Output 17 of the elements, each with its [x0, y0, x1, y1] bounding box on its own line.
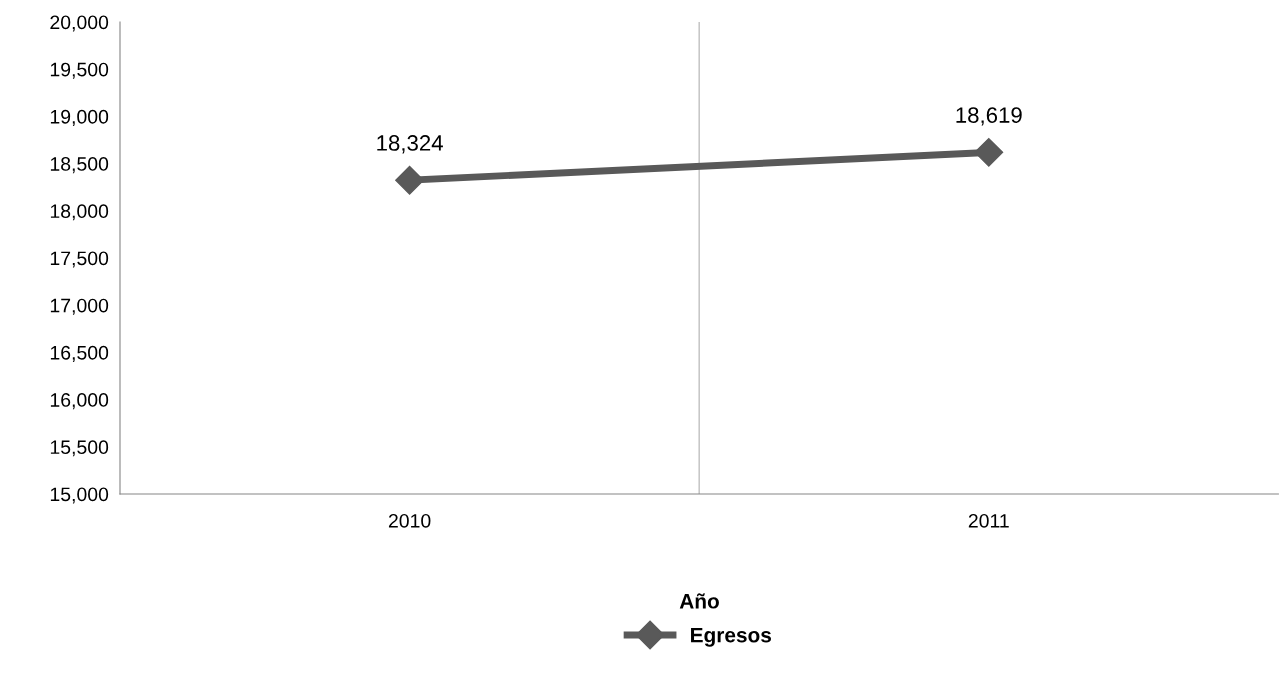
y-tick-label: 18,500: [50, 157, 109, 174]
y-tick-label: 16,000: [50, 393, 109, 410]
data-label: 18,619: [956, 107, 1022, 126]
y-tick-label: 19,500: [50, 62, 109, 79]
legend-label: Egresos: [691, 627, 772, 647]
y-tick-label: 20,000: [50, 15, 109, 32]
y-tick-label: 15,500: [50, 440, 109, 457]
x-axis-title: Año: [679, 593, 719, 609]
y-tick-label: 15,000: [50, 487, 109, 504]
y-tick-label: 17,000: [50, 298, 109, 315]
x-tick-label: 2011: [968, 513, 1009, 528]
y-tick-label: 19,000: [50, 109, 109, 126]
y-tick-label: 16,500: [50, 345, 109, 362]
x-tick-label: 2010: [388, 513, 431, 528]
y-tick-label: 17,500: [50, 251, 109, 268]
data-label: 18,324: [377, 135, 443, 154]
y-tick-label: 18,000: [50, 204, 109, 221]
